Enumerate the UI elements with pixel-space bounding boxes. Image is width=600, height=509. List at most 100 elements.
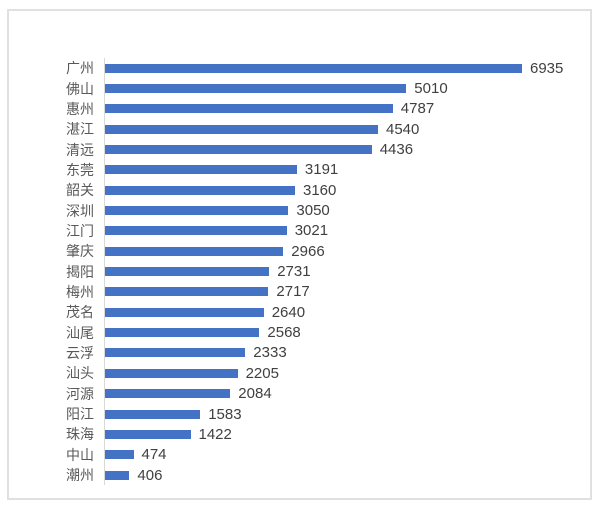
- category-label: 茂名: [66, 304, 94, 321]
- category-label: 汕尾: [66, 324, 94, 341]
- bar-track: 6935: [104, 58, 584, 79]
- category-label: 汕头: [66, 365, 94, 382]
- bar: [105, 206, 289, 216]
- category-label: 云浮: [66, 344, 94, 361]
- bar-row: 河源 2084: [9, 383, 584, 404]
- bar-row: 汕头 2205: [9, 363, 584, 384]
- bar-track: 3050: [104, 200, 584, 221]
- bar: [105, 348, 246, 358]
- bar-row: 揭阳 2731: [9, 261, 584, 282]
- value-label: 1583: [208, 405, 242, 423]
- category-label: 江门: [66, 222, 94, 239]
- category-label: 揭阳: [66, 263, 94, 280]
- value-label: 2640: [271, 303, 306, 321]
- category-label: 阳江: [66, 406, 94, 423]
- bar-row: 深圳 3050: [9, 200, 584, 221]
- category-label: 肇庆: [66, 243, 94, 260]
- value-label: 2333: [253, 344, 287, 362]
- bar: [105, 409, 201, 419]
- bar-row: 广州 6935: [9, 58, 584, 79]
- bar-row: 珠海 1422: [9, 424, 584, 445]
- bar: [105, 287, 269, 297]
- bar: [105, 429, 191, 439]
- bar-row: 茂名 2640: [9, 302, 584, 323]
- bar: [105, 368, 238, 378]
- bar-track: 2640: [104, 302, 584, 323]
- bar-row: 梅州 2717: [9, 281, 584, 303]
- bar: [105, 104, 393, 114]
- category-label: 广州: [66, 60, 94, 77]
- value-label: 5010: [414, 80, 448, 98]
- category-label: 清远: [66, 141, 94, 158]
- bar-track: 5010: [104, 78, 584, 99]
- value-label: 6935: [530, 59, 564, 77]
- value-label: 3191: [304, 161, 339, 179]
- category-label: 深圳: [66, 202, 94, 219]
- category-label: 韶关: [66, 182, 94, 199]
- bar: [105, 185, 295, 195]
- bar-track: 2333: [104, 342, 584, 364]
- bar-track: 2731: [104, 261, 584, 282]
- bar: [105, 246, 284, 256]
- bar-row: 惠州 4787: [9, 98, 584, 120]
- bar-track: 1583: [104, 403, 584, 425]
- value-label: 1422: [198, 425, 232, 443]
- category-label: 珠海: [66, 426, 94, 443]
- bar: [105, 165, 297, 175]
- value-label: 2731: [277, 263, 311, 281]
- bar-track: 3021: [104, 220, 584, 242]
- value-label: 2717: [276, 283, 310, 301]
- value-label: 2084: [238, 385, 272, 403]
- bar-track: 2205: [104, 363, 584, 384]
- value-label: 2966: [291, 242, 325, 260]
- category-label: 中山: [66, 446, 94, 463]
- bar-track: 4540: [104, 119, 584, 140]
- category-label: 东莞: [66, 161, 94, 178]
- bar-track: 1422: [104, 424, 584, 445]
- bar: [105, 84, 407, 94]
- category-label: 惠州: [66, 100, 94, 117]
- bar-track: 3160: [104, 180, 584, 201]
- value-label: 3160: [303, 181, 337, 199]
- bar: [105, 328, 260, 338]
- category-label: 佛山: [66, 80, 94, 97]
- bar-chart: 广州 6935 佛山 5010 惠州 4787 湛江 4540 清远 4436 东莞 3191 韶关 31…: [9, 58, 584, 486]
- bar-row: 江门 3021: [9, 220, 584, 242]
- bar-row: 韶关 3160: [9, 180, 584, 201]
- value-label: 4436: [379, 141, 414, 159]
- bar-row: 佛山 5010: [9, 78, 584, 99]
- bar-track: 4436: [104, 139, 584, 160]
- bar-row: 东莞 3191: [9, 159, 584, 181]
- bar: [105, 124, 378, 134]
- value-label: 2568: [267, 324, 301, 342]
- bar-row: 肇庆 2966: [9, 241, 584, 262]
- bar-track: 2084: [104, 383, 584, 404]
- bar-track: 2966: [104, 241, 584, 262]
- bar-track: 2717: [104, 281, 584, 303]
- bar-track: 474: [104, 444, 584, 465]
- bar-row: 阳江 1583: [9, 403, 584, 425]
- bar-row: 云浮 2333: [9, 342, 584, 364]
- bar: [105, 307, 264, 317]
- bar: [105, 267, 270, 277]
- value-label: 3050: [296, 202, 330, 220]
- bar-row: 中山 474: [9, 444, 584, 465]
- bar-row: 清远 4436: [9, 139, 584, 160]
- bar: [105, 226, 287, 236]
- category-label: 河源: [66, 385, 94, 402]
- value-label: 406: [137, 466, 163, 484]
- bar-track: 3191: [104, 159, 584, 181]
- bar-rows: 广州 6935 佛山 5010 惠州 4787 湛江 4540 清远 4436 东莞 3191 韶关 31…: [9, 58, 584, 486]
- value-label: 474: [141, 446, 167, 464]
- category-label: 湛江: [66, 121, 94, 138]
- bar: [105, 389, 231, 399]
- chart-frame: 广州 6935 佛山 5010 惠州 4787 湛江 4540 清远 4436 东莞 3191 韶关 31…: [7, 9, 592, 500]
- category-label: 梅州: [66, 283, 94, 300]
- bar: [105, 470, 130, 480]
- value-label: 3021: [294, 222, 329, 240]
- bar-row: 汕尾 2568: [9, 322, 584, 343]
- value-label: 4540: [386, 120, 420, 138]
- category-label: 潮州: [66, 467, 94, 484]
- bar-track: 4787: [104, 98, 584, 120]
